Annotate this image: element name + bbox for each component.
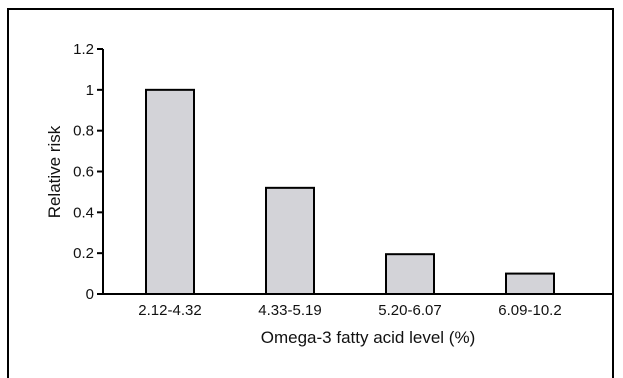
x-axis-label: Omega-3 fatty acid level (%) [261, 328, 475, 347]
x-tick-labels: 2.12-4.32 4.33-5.19 5.20-6.07 6.09-10.2 [138, 302, 561, 319]
y-tick-label: 1.2 [73, 41, 94, 58]
bar-0 [145, 88, 195, 296]
bar-1 [265, 186, 315, 295]
y-tick-label: 0.2 [73, 245, 94, 262]
y-tick-label: 1 [86, 82, 94, 99]
x-tick-label: 2.12-4.32 [138, 302, 201, 319]
bar-3 [505, 272, 555, 296]
bar-chart: 0 0.2 0.4 0.6 0.8 1 1.2 2.12-4.32 4.33-5.19 5.20… [45, 41, 612, 347]
y-tick-label: 0 [86, 286, 94, 303]
y-ticks: 0 0.2 0.4 0.6 0.8 1 1.2 [73, 41, 103, 303]
bars [145, 88, 555, 296]
y-axis-label: Relative risk [45, 125, 64, 218]
x-tick-label: 4.33-5.19 [258, 302, 321, 319]
x-tick-label: 5.20-6.07 [378, 302, 441, 319]
y-tick-label: 0.6 [73, 164, 94, 181]
bar-2 [385, 253, 435, 295]
chart-frame [7, 8, 614, 378]
y-tick-label: 0.8 [73, 123, 94, 140]
y-tick-label: 0.4 [73, 204, 94, 221]
x-tick-label: 6.09-10.2 [498, 302, 561, 319]
